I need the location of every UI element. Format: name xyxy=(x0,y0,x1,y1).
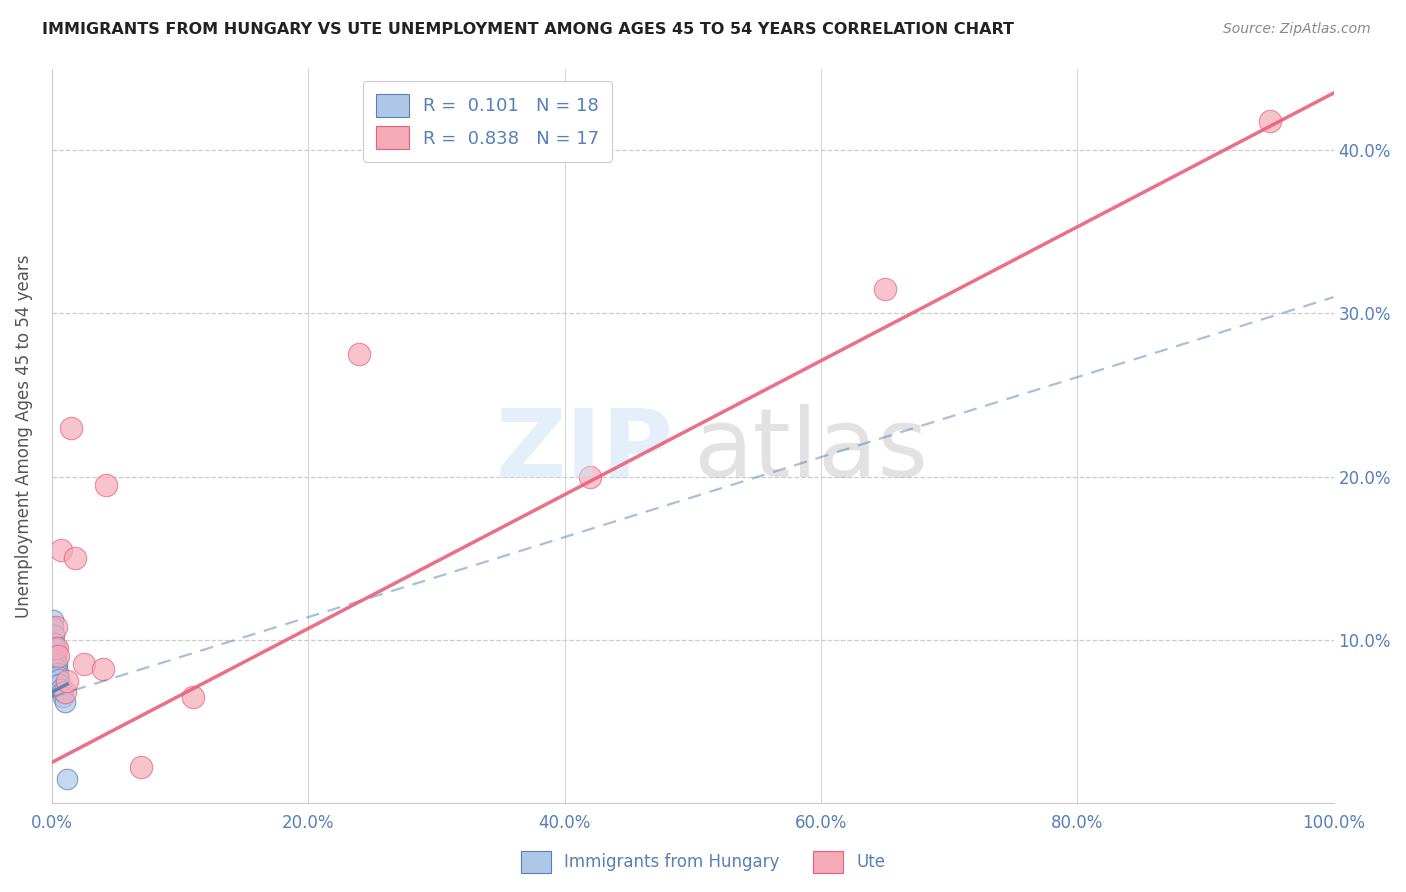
Point xyxy=(45,641,67,656)
Point xyxy=(131,760,153,774)
Point xyxy=(45,649,67,664)
Point xyxy=(49,543,72,558)
Text: IMMIGRANTS FROM HUNGARY VS UTE UNEMPLOYMENT AMONG AGES 45 TO 54 YEARS CORRELATIO: IMMIGRANTS FROM HUNGARY VS UTE UNEMPLOYM… xyxy=(42,22,1014,37)
Point xyxy=(63,551,86,566)
Point xyxy=(45,662,67,676)
Point xyxy=(48,672,70,686)
Legend: Immigrants from Hungary, Ute: Immigrants from Hungary, Ute xyxy=(515,845,891,880)
Text: atlas: atlas xyxy=(693,404,928,497)
Point xyxy=(42,620,65,634)
Text: Source: ZipAtlas.com: Source: ZipAtlas.com xyxy=(1223,22,1371,37)
Point xyxy=(48,677,70,691)
Point xyxy=(44,628,66,642)
Point xyxy=(45,641,67,656)
Point xyxy=(53,695,76,709)
Point xyxy=(56,673,79,688)
Point xyxy=(59,421,82,435)
Point xyxy=(94,478,117,492)
Point xyxy=(873,282,896,296)
Point xyxy=(181,690,204,705)
Point xyxy=(45,652,67,666)
Point xyxy=(44,636,66,650)
Point xyxy=(579,469,602,483)
Point xyxy=(349,347,371,361)
Point xyxy=(46,669,69,683)
Point xyxy=(1258,113,1281,128)
Legend: R =  0.101   N = 18, R =  0.838   N = 17: R = 0.101 N = 18, R = 0.838 N = 17 xyxy=(363,81,612,162)
Text: ZIP: ZIP xyxy=(495,404,673,497)
Point xyxy=(46,665,69,680)
Y-axis label: Unemployment Among Ages 45 to 54 years: Unemployment Among Ages 45 to 54 years xyxy=(15,254,32,617)
Point xyxy=(91,662,114,676)
Point xyxy=(49,681,72,696)
Point xyxy=(56,772,79,786)
Point xyxy=(45,620,67,634)
Point xyxy=(45,657,67,672)
Point xyxy=(51,685,73,699)
Point xyxy=(53,685,76,699)
Point xyxy=(46,649,69,664)
Point xyxy=(52,690,75,705)
Point xyxy=(42,614,65,628)
Point xyxy=(73,657,96,672)
